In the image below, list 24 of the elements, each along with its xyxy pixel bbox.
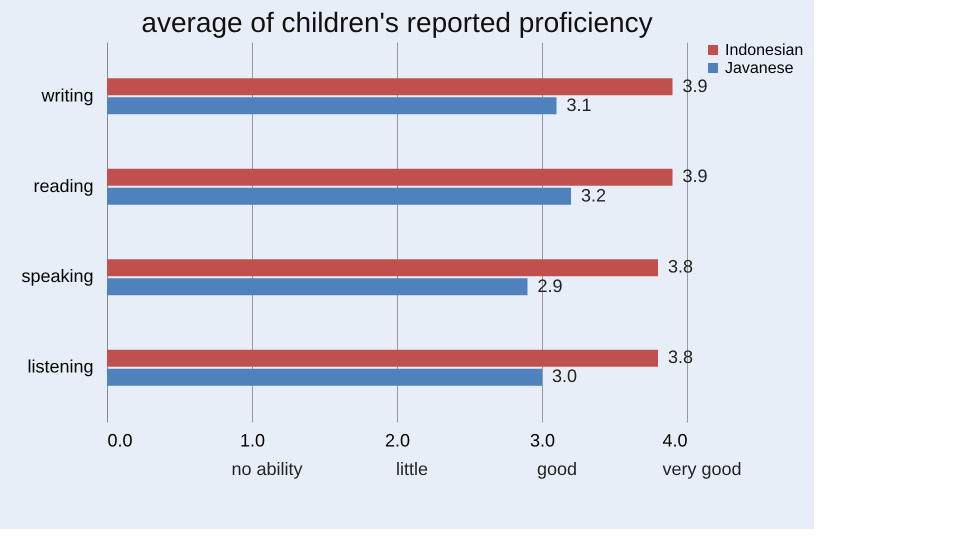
- x-tick-label: 1.0: [240, 430, 266, 450]
- data-label: 3.2: [581, 185, 606, 206]
- text: very good: [662, 459, 742, 479]
- data-label: 3.9: [682, 76, 708, 96]
- data-label: 3.0: [552, 366, 578, 386]
- data-label: 2.9: [538, 276, 563, 296]
- text: good: [536, 459, 578, 479]
- y-tick-label: writing: [40, 85, 94, 106]
- legend-label: Javanese: [725, 60, 794, 77]
- text: no ability: [231, 459, 303, 479]
- chart-title: average of children's reported proficiency: [141, 7, 653, 38]
- y-tick-label: speaking: [21, 266, 94, 286]
- y-tick-label: listening: [27, 356, 94, 377]
- data-label: 3.9: [682, 166, 708, 186]
- x-tick-label: 4.0: [662, 430, 688, 450]
- text: little: [396, 459, 428, 479]
- data-label: 3.8: [668, 256, 694, 277]
- data-label: 3.1: [566, 94, 592, 115]
- legend-label: Indonesian: [725, 42, 804, 59]
- data-label: 3.8: [668, 347, 694, 368]
- x-tick-label: 2.0: [384, 430, 410, 450]
- y-tick-label: reading: [33, 176, 94, 196]
- x-tick-label: 0.0: [108, 430, 133, 450]
- x-tick-label: 3.0: [530, 430, 556, 450]
